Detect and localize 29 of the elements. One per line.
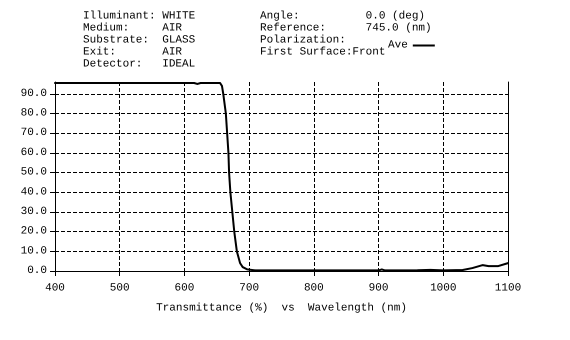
text: Exit: AIR <box>83 46 182 58</box>
y-tick-label: 10.0 <box>20 245 47 258</box>
x-tick-label: 600 <box>174 282 194 294</box>
y-tick-label: 60.0 <box>20 146 47 159</box>
y-tick-label: 20.0 <box>20 226 47 238</box>
y-tick-label: 40.0 <box>20 186 47 198</box>
y-tick-label: 50.0 <box>20 166 47 179</box>
x-tick-label: 1100 <box>494 282 522 294</box>
x-axis-title: Transmittance (%) vs Wavelength (nm) <box>156 302 407 314</box>
y-tick-label: 90.0 <box>20 88 47 100</box>
x-tick-label: 400 <box>45 282 65 294</box>
x-tick-label: 1000 <box>430 282 456 294</box>
text: Illuminant: WHITE <box>83 10 196 22</box>
text: Reference: 745.0 (nm) <box>260 22 432 34</box>
y-tick-label: 80.0 <box>20 108 47 120</box>
text: Angle: 0.0 (deg) <box>260 10 426 22</box>
legend-label: Ave <box>388 40 408 52</box>
x-tick-label: 900 <box>368 282 388 294</box>
x-tick-label: 800 <box>304 282 324 294</box>
text: First Surface:Front <box>260 46 386 58</box>
text: Detector: IDEAL <box>83 58 196 70</box>
y-tick-label: 0.0 <box>27 265 47 277</box>
y-tick-label: 70.0 <box>20 127 47 140</box>
text: Substrate: GLASS <box>83 34 196 46</box>
text: Medium: AIR <box>83 22 182 34</box>
x-tick-label: 500 <box>110 282 130 294</box>
text: Polarization: <box>260 34 346 46</box>
x-tick-label: 700 <box>239 282 260 294</box>
y-tick-label: 30.0 <box>20 206 47 218</box>
